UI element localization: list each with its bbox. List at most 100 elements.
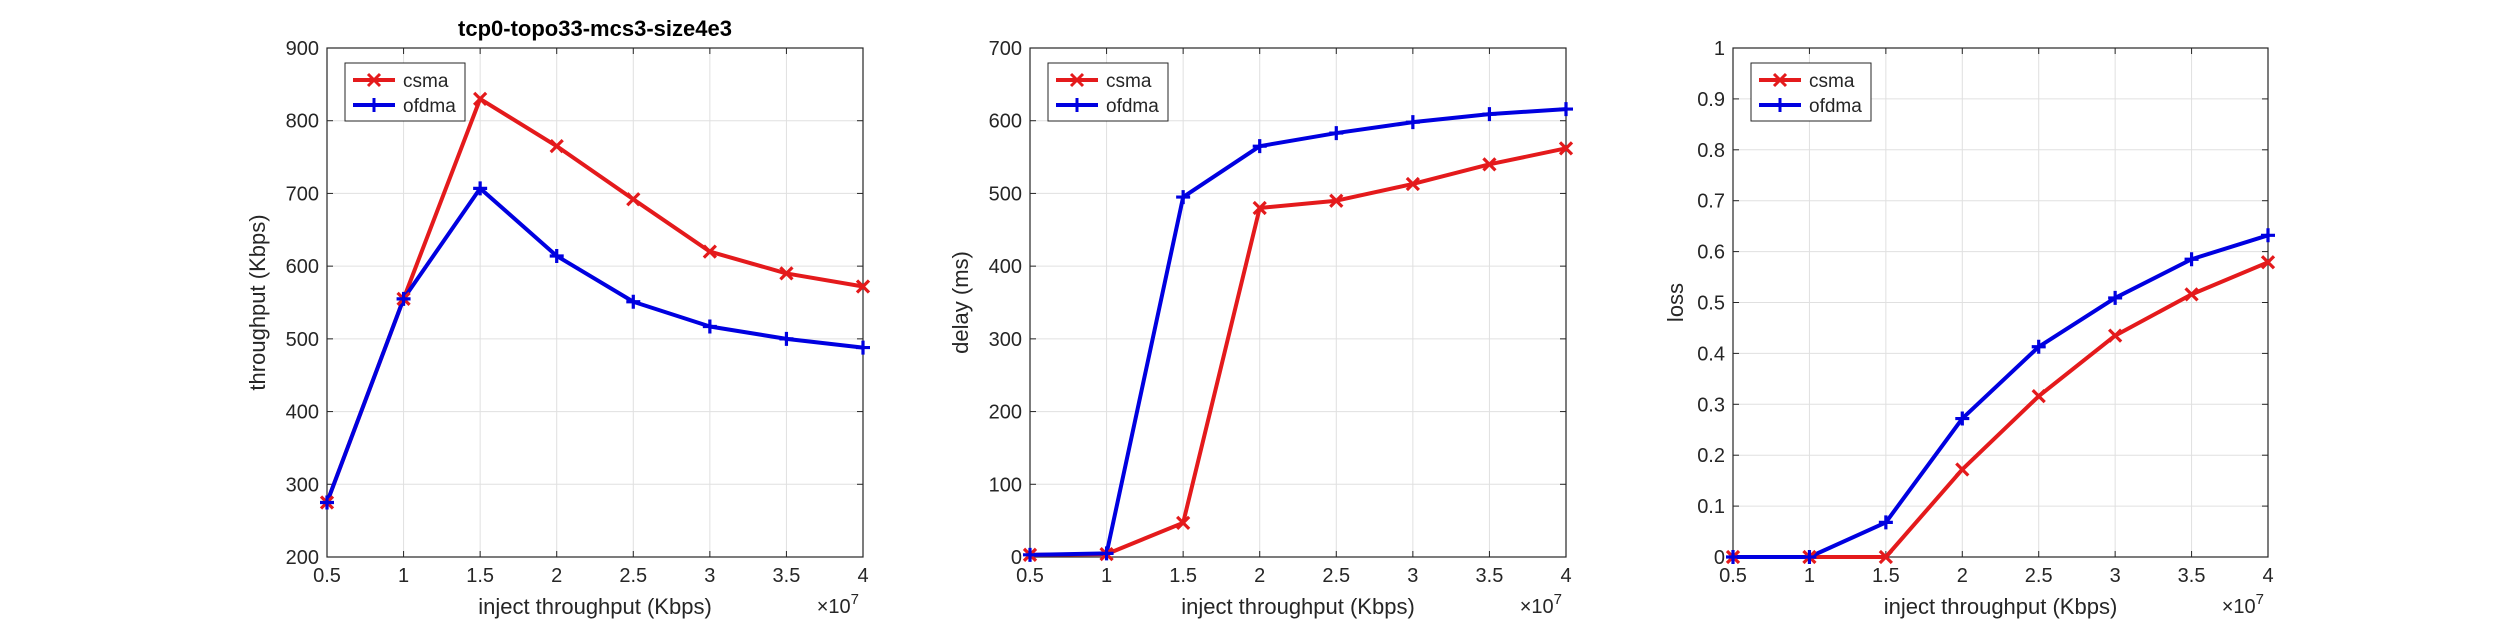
x-exponent-power: 7 bbox=[851, 591, 859, 608]
data-point-ofdma bbox=[1099, 546, 1114, 561]
data-point-csma bbox=[1558, 141, 1574, 156]
y-tick-label: 0.9 bbox=[1697, 89, 1725, 111]
plot-area bbox=[1030, 48, 1566, 557]
x-tick-label: 0.5 bbox=[1016, 565, 1044, 587]
data-point-ofdma bbox=[1955, 411, 1970, 426]
legend-box bbox=[1047, 62, 1169, 122]
data-point-csma bbox=[779, 266, 794, 281]
y-axis-label: throughput (Kbps) bbox=[245, 214, 270, 390]
legend-marker-csma bbox=[1772, 72, 1788, 88]
y-tick-label: 400 bbox=[286, 402, 319, 424]
x-exponent-base: ×10 bbox=[817, 596, 851, 618]
x-exponent-power: 7 bbox=[2256, 591, 2264, 608]
data-point-csma bbox=[2260, 255, 2276, 270]
x-tick-label: 1 bbox=[1101, 565, 1112, 587]
y-tick-label: 900 bbox=[286, 38, 319, 60]
y-tick-label: 0.6 bbox=[1697, 242, 1725, 264]
y-tick-label: 500 bbox=[286, 329, 319, 351]
data-point-ofdma bbox=[1405, 115, 1420, 130]
data-point-csma bbox=[1176, 515, 1191, 530]
legend-marker-csma bbox=[366, 72, 382, 88]
series-line-ofdma bbox=[1733, 233, 2269, 559]
y-axis-label: loss bbox=[1663, 283, 1688, 322]
data-point-csma bbox=[2108, 328, 2123, 343]
legend-label-ofdma: ofdma bbox=[1809, 96, 1862, 117]
data-point-ofdma bbox=[1176, 190, 1191, 205]
legend-box bbox=[1750, 62, 1872, 122]
data-point-ofdma bbox=[779, 331, 794, 346]
legend: csma ofdma bbox=[1047, 62, 1169, 122]
data-point-csma bbox=[626, 192, 641, 207]
x-tick-label: 0.5 bbox=[313, 565, 341, 587]
y-tick-label: 500 bbox=[989, 183, 1022, 205]
y-tick-label: 300 bbox=[286, 474, 319, 496]
data-point-ofdma bbox=[1252, 139, 1267, 154]
data-point-ofdma bbox=[549, 248, 564, 263]
x-exponent-power: 7 bbox=[1554, 591, 1562, 608]
data-point-csma bbox=[2031, 389, 2046, 404]
y-tick-label: 0.3 bbox=[1697, 394, 1725, 416]
x-tick-label: 2.5 bbox=[619, 565, 647, 587]
x-tick-label: 3 bbox=[704, 565, 715, 587]
x-exponent-label: ×107 bbox=[2222, 591, 2264, 618]
y-tick-label: 0.4 bbox=[1697, 343, 1725, 365]
x-tick-label: 2 bbox=[1957, 565, 1968, 587]
data-point-csma bbox=[1482, 157, 1497, 172]
data-point-ofdma bbox=[626, 294, 641, 309]
x-tick-label: 2.5 bbox=[2025, 565, 2053, 587]
y-tick-label: 100 bbox=[989, 474, 1022, 496]
x-tick-label: 4 bbox=[1560, 565, 1571, 587]
data-point-csma bbox=[855, 279, 871, 294]
x-tick-label: 1 bbox=[398, 565, 409, 587]
data-point-csma bbox=[1405, 176, 1420, 192]
plot-area bbox=[327, 48, 863, 557]
data-point-ofdma bbox=[702, 319, 717, 334]
x-axis-label: inject throughput (Kbps) bbox=[1884, 594, 2118, 619]
data-point-ofdma bbox=[1023, 547, 1037, 562]
y-tick-label: 600 bbox=[989, 111, 1022, 133]
legend-label-csma: csma bbox=[1809, 71, 1855, 92]
y-tick-label: 600 bbox=[286, 256, 319, 278]
data-point-ofdma bbox=[2184, 252, 2199, 267]
data-point-ofdma bbox=[320, 495, 334, 510]
x-tick-label: 3.5 bbox=[1476, 565, 1504, 587]
y-tick-label: 0.7 bbox=[1697, 191, 1725, 213]
series-line-ofdma bbox=[1029, 107, 1567, 557]
x-tick-label: 1.5 bbox=[1872, 565, 1900, 587]
data-point-ofdma bbox=[2108, 290, 2123, 305]
data-point-csma bbox=[1955, 462, 1970, 477]
series-line-ofdma bbox=[325, 186, 864, 504]
axes-box bbox=[1029, 47, 1567, 558]
x-axis-label: inject throughput (Kbps) bbox=[1181, 594, 1415, 619]
chart-panel-3: 0.5 1 1.5 2 2.5 3 3.5 4 0 0.1 0.2 0.3 0.4 0.5 0.6 0.7 0.… bbox=[1663, 38, 2276, 619]
x-exponent-base: ×10 bbox=[1520, 596, 1554, 618]
x-tick-label: 3 bbox=[2110, 565, 2121, 587]
legend-marker-ofdma bbox=[1773, 98, 1787, 112]
x-tick-label: 0.5 bbox=[1719, 565, 1747, 587]
data-point-csma bbox=[473, 91, 488, 107]
y-tick-label: 800 bbox=[286, 111, 319, 133]
legend-marker-ofdma bbox=[367, 98, 381, 112]
y-tick-label: 0.5 bbox=[1697, 293, 1725, 315]
x-tick-label: 1.5 bbox=[1169, 565, 1197, 587]
data-point-csma bbox=[702, 244, 717, 259]
x-exponent-label: ×107 bbox=[817, 591, 859, 618]
y-tick-label: 300 bbox=[989, 329, 1022, 351]
y-tick-label: 0 bbox=[1714, 547, 1725, 569]
data-point-ofdma bbox=[1726, 550, 1740, 564]
series-line-csma bbox=[325, 96, 864, 504]
data-point-ofdma bbox=[473, 181, 488, 196]
data-point-ofdma bbox=[1329, 126, 1344, 141]
x-tick-label: 2 bbox=[1254, 565, 1265, 587]
y-tick-label: 200 bbox=[286, 547, 319, 569]
axes-box bbox=[326, 47, 864, 558]
data-point-ofdma bbox=[1482, 107, 1497, 122]
legend-marker-csma bbox=[1069, 72, 1085, 88]
x-tick-label: 2.5 bbox=[1322, 565, 1350, 587]
legend: csma ofdma bbox=[344, 62, 466, 122]
y-tick-label: 0.2 bbox=[1697, 445, 1725, 467]
y-tick-label: 200 bbox=[989, 402, 1022, 424]
data-point-csma bbox=[1252, 200, 1267, 216]
x-tick-label: 3 bbox=[1407, 565, 1418, 587]
y-tick-label: 1 bbox=[1714, 38, 1725, 60]
